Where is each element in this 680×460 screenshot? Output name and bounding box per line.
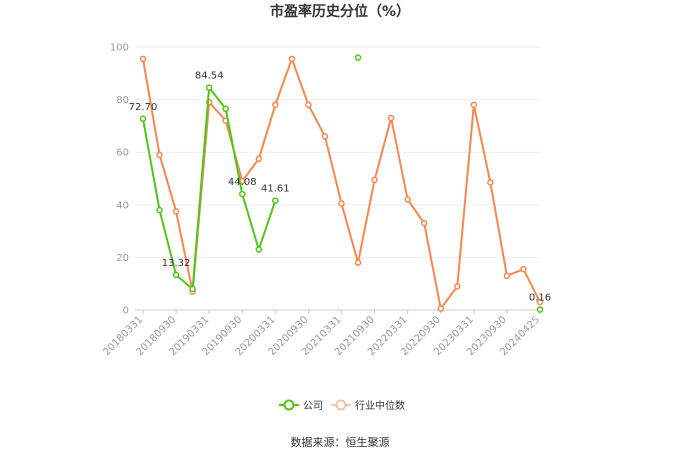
data-point-1-20230331 [470, 101, 478, 109]
data-source-note: 数据来源：恒生聚源 [291, 435, 390, 449]
y-tick-label-60: 60 [116, 148, 129, 159]
data-point-1-20220331 [404, 196, 411, 203]
data-point-1-20200331 [272, 101, 279, 109]
data-point-1-20221231 [454, 283, 461, 290]
data-point-0-20200331 [272, 197, 279, 204]
y-tick-label-0: 0 [123, 306, 129, 317]
grid-layer [135, 46, 540, 311]
data-point-1-20220930 [437, 305, 444, 312]
legend-company-label: 公司 [303, 401, 323, 412]
data-label-20190331: 84.54 [195, 71, 224, 82]
data-point-1-20200630 [288, 55, 296, 63]
data-point-1-20240425 [536, 298, 544, 306]
legend-item-industry-median[interactable]: 行业中位数 [331, 399, 405, 412]
data-point-1-20220630 [420, 219, 428, 227]
data-point-0-20210630 [354, 54, 362, 61]
data-point-1-20180930 [172, 208, 180, 215]
data-label-20240425: 0.16 [529, 293, 551, 304]
legend-industry-marker [335, 399, 347, 411]
data-point-1-20210331 [338, 200, 345, 207]
data-point-1-20180630 [156, 151, 163, 159]
data-point-1-20191231 [255, 155, 263, 163]
data-label-20180930: 13.32 [162, 258, 191, 269]
data-point-0-20191231 [255, 246, 263, 253]
series-industry-median [139, 55, 544, 312]
data-point-0-20240425 [536, 306, 544, 313]
data-point-0-20180331 [139, 115, 147, 123]
series-layer [139, 54, 544, 313]
legend: 公司 行业中位数 [279, 399, 405, 412]
y-tick-label-80: 80 [116, 95, 129, 106]
data-point-0-20190331 [205, 84, 213, 91]
data-point-1-20180331 [139, 55, 147, 63]
data-point-0-20190930 [239, 190, 246, 198]
series-line-1 [142, 55, 541, 312]
data-point-1-20210930 [371, 176, 378, 184]
data-point-1-20201231 [321, 133, 329, 140]
data-point-1-20230930 [503, 272, 511, 280]
data-label-20200331: 41.61 [261, 184, 290, 195]
data-label-layer: 72.70 13.32 84.54 44.08 41.61 0.16 [129, 71, 551, 304]
y-tick-label-40: 40 [116, 200, 129, 211]
y-tick-label-20: 20 [116, 253, 129, 264]
data-point-0-20181231 [189, 285, 196, 293]
data-point-0-20190630 [222, 105, 229, 113]
data-point-1-20230630 [487, 179, 494, 186]
series-company [139, 54, 544, 313]
data-point-1-20231231 [520, 265, 527, 273]
y-tick-label-100: 100 [110, 43, 129, 54]
chart-title: 市盈率历史分位（%） [270, 3, 410, 20]
legend-company-marker [283, 399, 295, 411]
data-point-1-20211231 [387, 114, 395, 122]
axis-layer: 0204060801002018033120180930201903312019… [101, 43, 542, 359]
data-point-1-20210630 [354, 259, 362, 266]
legend-industry-label: 行业中位数 [355, 399, 405, 412]
data-label-20180331: 72.70 [129, 102, 158, 113]
data-point-1-20200930 [305, 101, 312, 109]
data-point-0-20180930 [172, 271, 180, 279]
data-label-20190930: 44.08 [228, 177, 257, 188]
data-point-0-20180630 [156, 206, 163, 214]
legend-item-company[interactable]: 公司 [279, 399, 323, 413]
